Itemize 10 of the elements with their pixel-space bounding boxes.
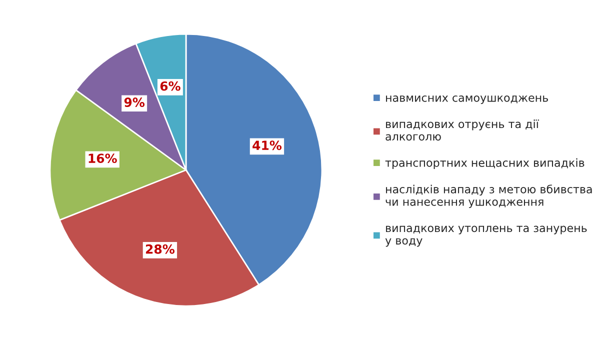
data-label: 41% xyxy=(252,140,282,150)
legend-label: випадкових утоплень та занурень у воду xyxy=(385,226,587,247)
data-label: 9% xyxy=(124,98,145,107)
legend-label: транспортних нещасних випадків xyxy=(385,158,584,170)
data-label: 6% xyxy=(160,81,180,91)
data-label: 28% xyxy=(146,244,175,254)
legend-label: навмисних самоушкоджень xyxy=(386,95,548,104)
data-label: 16% xyxy=(88,154,117,164)
legend-label: випадкових отруєнь та дії алкоголю xyxy=(386,120,540,141)
legend-label: наслідків нападу з метою вбивства чи нанесення ушкодження xyxy=(386,184,592,208)
